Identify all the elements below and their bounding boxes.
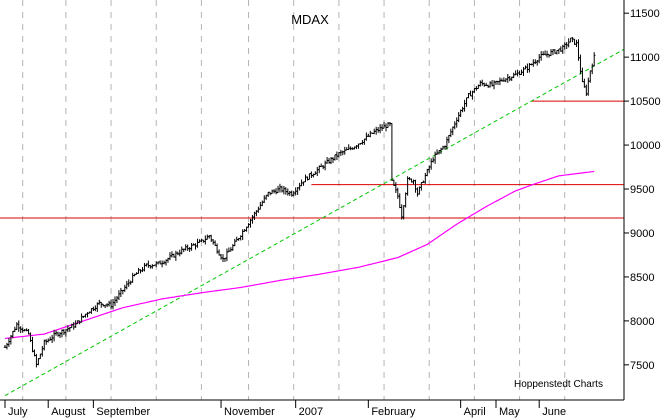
x-tick-label: August — [51, 406, 85, 418]
moving-average-line — [4, 170, 595, 340]
y-tick-label: 10000 — [630, 140, 661, 152]
y-tick-label: 8000 — [630, 316, 654, 328]
y-tick-label: 11000 — [630, 52, 660, 64]
x-tick-label: September — [96, 406, 150, 418]
x-tick-label: July — [8, 406, 28, 418]
y-tick-label: 11500 — [630, 8, 660, 20]
y-tick-label: 9000 — [630, 228, 654, 240]
x-tick-label: June — [542, 406, 566, 418]
x-tick-label: May — [499, 406, 520, 418]
x-tick-label: 2007 — [299, 406, 323, 418]
overlay-lines — [0, 48, 624, 397]
y-tick-label: 10500 — [630, 96, 661, 108]
y-tick-label: 8500 — [630, 272, 654, 284]
y-tick-label: 9500 — [630, 184, 654, 196]
trendline — [4, 48, 624, 397]
chart-title: MDAX — [291, 12, 329, 27]
x-tick-label: February — [371, 406, 416, 418]
x-tick-label: April — [464, 406, 486, 418]
x-tick-label: November — [224, 406, 275, 418]
price-bars — [3, 37, 596, 368]
y-tick-label: 7500 — [630, 360, 654, 372]
chart-credit: Hoppenstedt Charts — [514, 379, 603, 390]
